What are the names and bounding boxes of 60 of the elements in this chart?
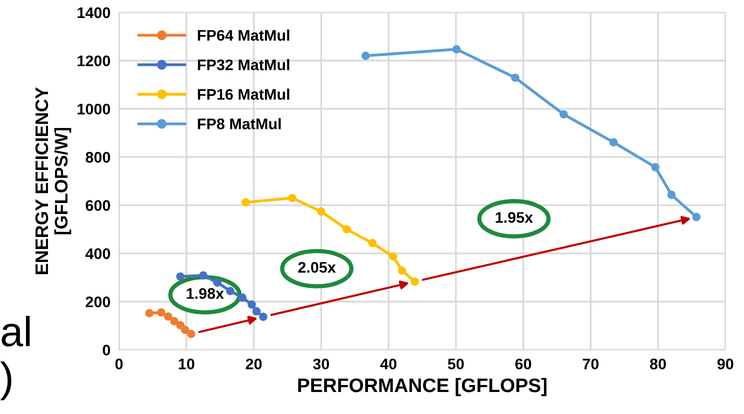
point xyxy=(176,272,185,281)
legend-label: FP32 MatMul xyxy=(198,59,290,70)
x-tick-label: 30 xyxy=(313,358,330,370)
text: ) xyxy=(0,361,12,400)
point xyxy=(368,238,377,248)
annotation: 1.98x xyxy=(186,288,224,299)
point xyxy=(226,286,234,296)
point xyxy=(176,321,185,330)
point xyxy=(248,300,256,309)
y-tick-label: 1200 xyxy=(78,55,110,66)
point xyxy=(288,194,296,202)
point xyxy=(560,110,568,119)
point xyxy=(398,266,406,275)
point xyxy=(667,190,676,200)
x-tick-label: 70 xyxy=(582,358,599,370)
point xyxy=(186,330,196,338)
y-tick-label: 600 xyxy=(86,200,110,211)
x-tick-label: 40 xyxy=(380,358,396,370)
point xyxy=(651,162,660,172)
point xyxy=(410,277,419,286)
point xyxy=(361,52,370,60)
x-axis-title: PERFORMANCE [GFLOPS] xyxy=(298,378,546,396)
x-tick-label: 60 xyxy=(515,358,532,370)
text: al xyxy=(2,316,30,347)
point xyxy=(692,212,701,222)
point xyxy=(609,138,618,146)
point xyxy=(238,293,246,302)
x-tick-label: 80 xyxy=(650,358,666,370)
point xyxy=(156,308,166,317)
point xyxy=(145,309,154,318)
point xyxy=(389,252,398,261)
point xyxy=(199,271,208,280)
point xyxy=(170,316,178,326)
x-tick-label: 20 xyxy=(246,358,262,370)
legend-label: FP16 MatMul xyxy=(198,88,290,100)
point xyxy=(316,207,326,216)
y-tick-label: 800 xyxy=(86,152,110,163)
y-tick-label: 400 xyxy=(85,248,110,260)
point xyxy=(164,312,172,321)
point xyxy=(511,74,520,82)
point xyxy=(342,225,351,234)
y-tick-label: 1400 xyxy=(78,7,110,18)
legend-label: FP8 MatMul xyxy=(198,118,281,130)
y-tick-label: 0 xyxy=(102,344,110,356)
x-tick-label: 50 xyxy=(448,358,464,370)
x-tick-label: 90 xyxy=(717,358,734,370)
annotation: 1.95x xyxy=(496,212,533,223)
point xyxy=(213,278,222,287)
point xyxy=(180,326,190,334)
point xyxy=(452,45,461,54)
x-tick-label: 10 xyxy=(178,358,194,370)
y-axis-title: ENERGY EFFICIENCY [GFLOPS/W] xyxy=(35,87,72,274)
legend-label: FP64 MatMul xyxy=(198,30,290,41)
y-tick-label: 200 xyxy=(86,296,110,308)
point xyxy=(242,198,250,206)
point xyxy=(252,307,261,316)
x-tick-label: 0 xyxy=(115,358,123,370)
y-tick-label: 1000 xyxy=(78,104,110,115)
point xyxy=(259,312,268,321)
annotation: 2.05x xyxy=(298,262,336,273)
